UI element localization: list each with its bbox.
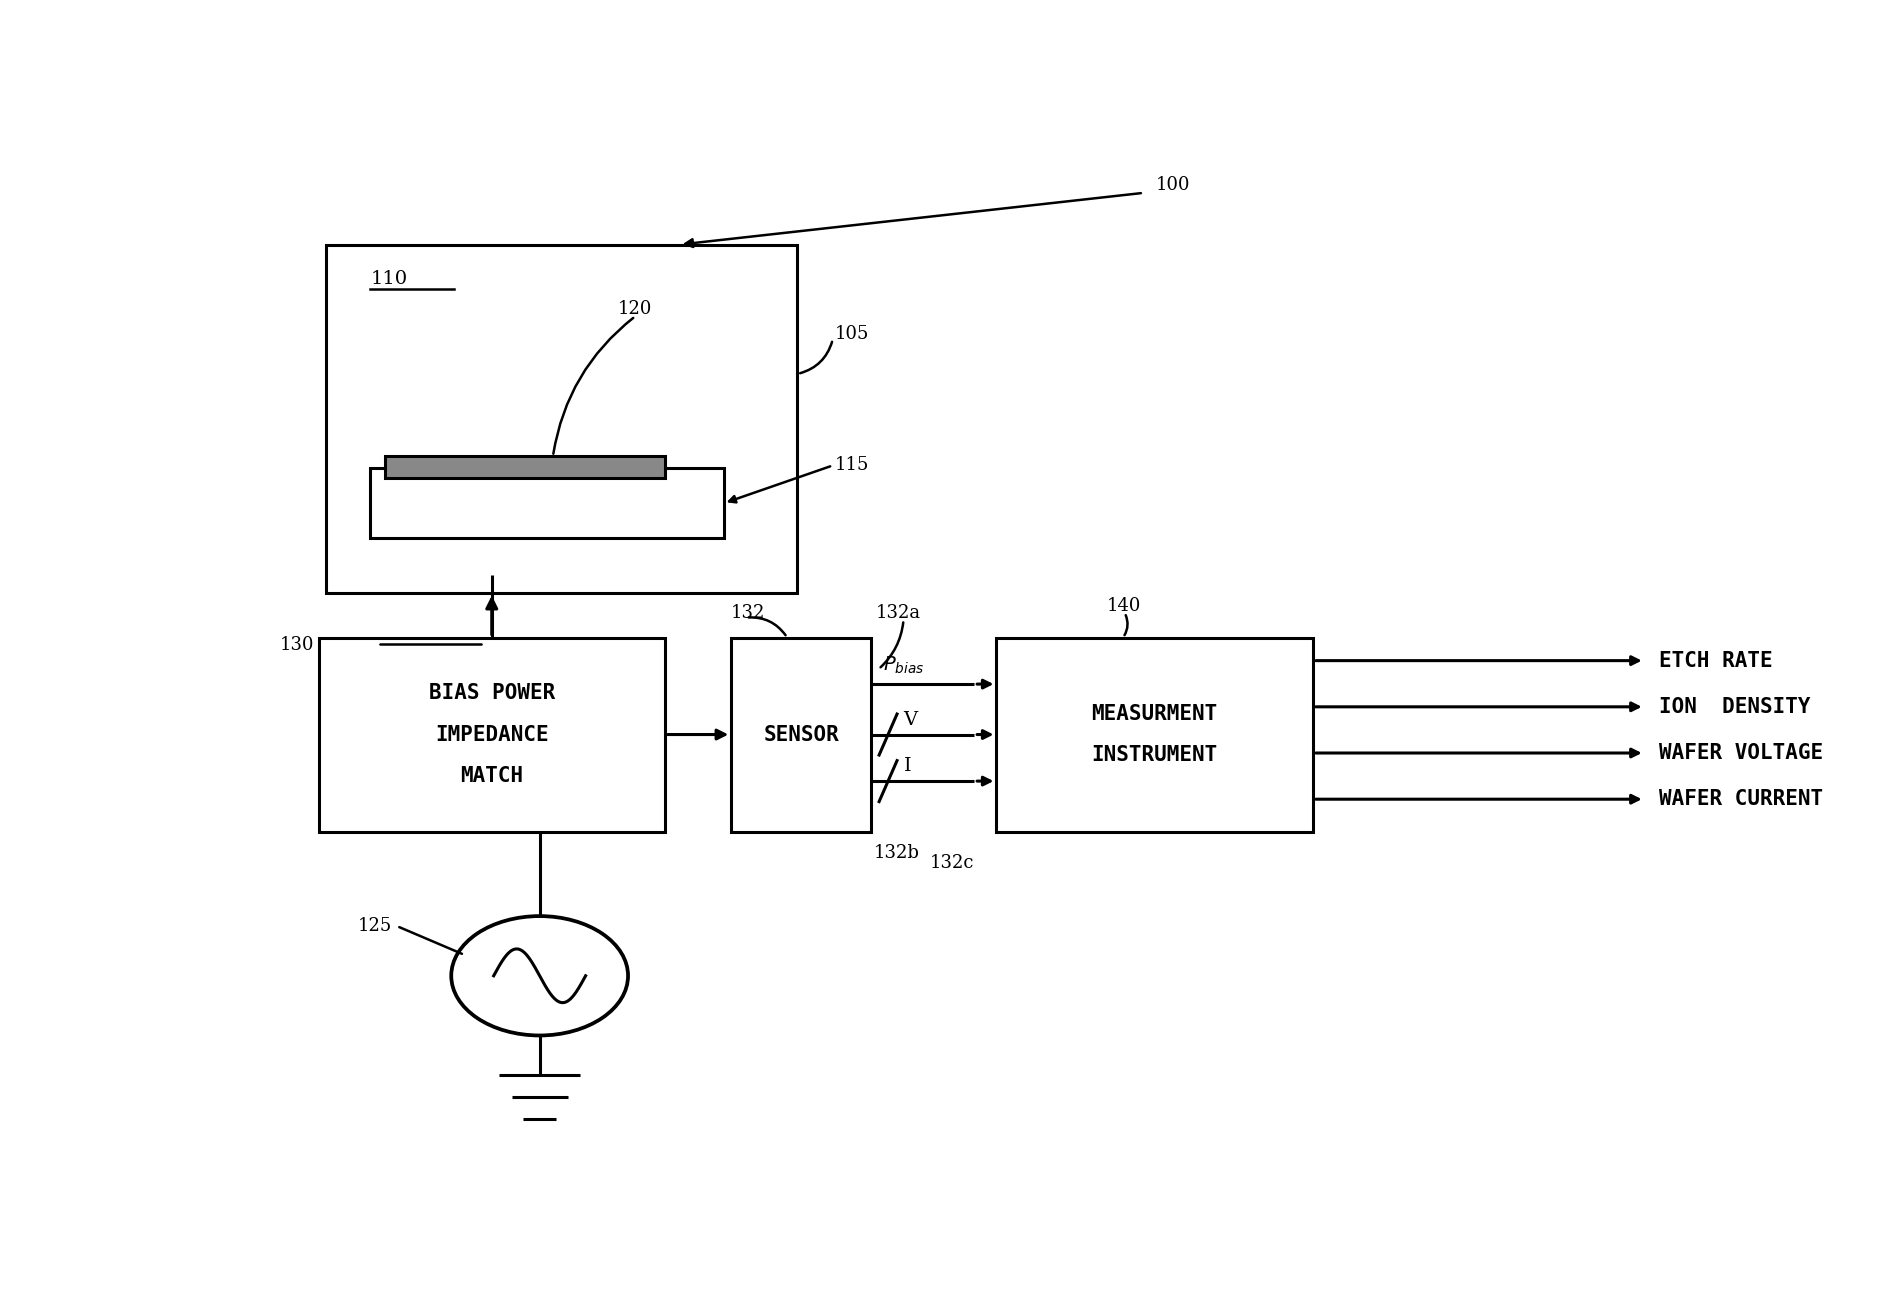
Text: ETCH RATE: ETCH RATE bbox=[1660, 651, 1774, 671]
Text: MATCH: MATCH bbox=[460, 766, 523, 787]
Bar bbox=[996, 637, 1314, 832]
Text: 132c: 132c bbox=[930, 854, 975, 872]
Bar bbox=[386, 456, 665, 478]
Text: INSTRUMENT: INSTRUMENT bbox=[1091, 745, 1219, 765]
Text: 132b: 132b bbox=[874, 845, 920, 863]
Text: 115: 115 bbox=[835, 456, 869, 474]
Text: IMPEDANCE: IMPEDANCE bbox=[435, 725, 549, 744]
Text: MEASURMENT: MEASURMENT bbox=[1091, 704, 1219, 724]
Text: V: V bbox=[903, 711, 918, 729]
Text: WAFER CURRENT: WAFER CURRENT bbox=[1660, 789, 1823, 809]
Text: 120: 120 bbox=[618, 300, 652, 318]
Bar bbox=[371, 469, 724, 537]
Text: 132: 132 bbox=[732, 603, 766, 621]
Text: 110: 110 bbox=[371, 270, 407, 288]
Text: 130: 130 bbox=[279, 636, 314, 654]
Bar bbox=[732, 637, 871, 832]
Text: 140: 140 bbox=[1106, 597, 1141, 615]
Text: WAFER VOLTAGE: WAFER VOLTAGE bbox=[1660, 743, 1823, 764]
Text: I: I bbox=[903, 757, 911, 775]
Text: 105: 105 bbox=[835, 326, 869, 344]
Text: 132a: 132a bbox=[876, 603, 920, 621]
Text: SENSOR: SENSOR bbox=[764, 725, 838, 744]
Bar bbox=[327, 244, 798, 593]
Text: 125: 125 bbox=[357, 917, 392, 935]
Bar bbox=[319, 637, 665, 832]
Text: 100: 100 bbox=[1156, 176, 1190, 194]
Text: BIAS POWER: BIAS POWER bbox=[428, 682, 555, 703]
Text: $P_{bias}$: $P_{bias}$ bbox=[882, 655, 924, 676]
Text: ION  DENSITY: ION DENSITY bbox=[1660, 696, 1812, 717]
